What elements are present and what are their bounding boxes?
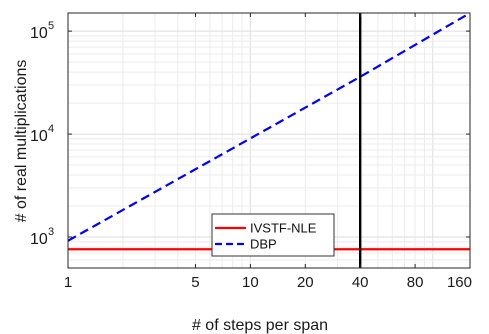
legend-label-dbp: DBP — [250, 237, 277, 252]
x-tick-label: 160 — [447, 274, 472, 291]
x-axis-label: # of steps per span — [192, 317, 328, 334]
plot-frame — [67, 12, 471, 269]
y-tick-label-exponent: 4 — [48, 123, 54, 135]
x-tick-label: 5 — [191, 274, 199, 291]
y-tick-label: 10 — [30, 128, 48, 145]
x-tick-label: 1 — [64, 274, 72, 291]
x-tick-label: 80 — [407, 274, 424, 291]
x-tick-label: 20 — [297, 274, 314, 291]
legend-label-ivstf-nle: IVSTF-NLE — [250, 221, 317, 236]
legend: IVSTF-NLE DBP — [211, 213, 335, 257]
ticks-group — [67, 13, 471, 268]
x-tick-label: 10 — [242, 274, 259, 291]
y-tick-label: 10 — [30, 25, 48, 42]
y-tick-label-exponent: 3 — [48, 226, 54, 238]
legend-box — [211, 213, 335, 257]
y-axis-label: # of real multiplications — [13, 60, 30, 223]
y-tick-label: 10 — [30, 231, 48, 248]
x-tick-label: 40 — [352, 274, 369, 291]
y-tick-label-exponent: 5 — [48, 20, 54, 32]
